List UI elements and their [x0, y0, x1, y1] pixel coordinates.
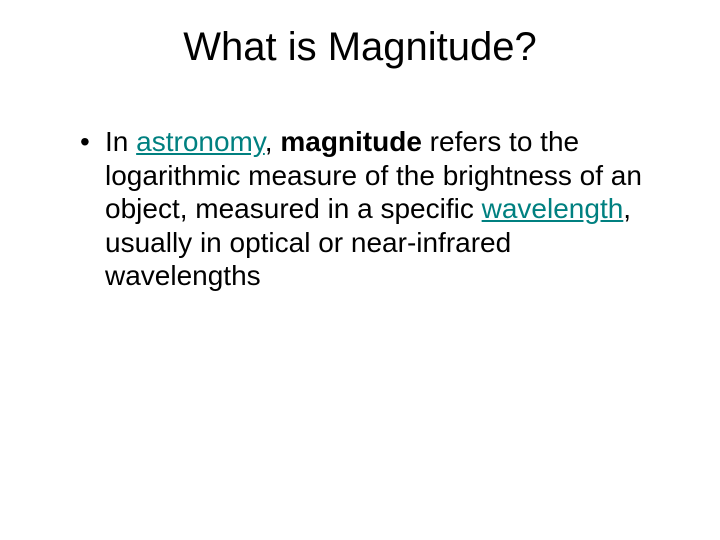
bold-magnitude: magnitude [280, 126, 422, 157]
text-segment: , [265, 126, 281, 157]
link-wavelength[interactable]: wavelength [482, 193, 624, 224]
bullet-item: In astronomy, magnitude refers to the lo… [80, 125, 670, 293]
slide: What is Magnitude? In astronomy, magnitu… [0, 0, 720, 540]
text-segment: In [105, 126, 136, 157]
bullet-list: In astronomy, magnitude refers to the lo… [50, 125, 670, 293]
link-astronomy[interactable]: astronomy [136, 126, 265, 157]
slide-title: What is Magnitude? [50, 25, 670, 70]
